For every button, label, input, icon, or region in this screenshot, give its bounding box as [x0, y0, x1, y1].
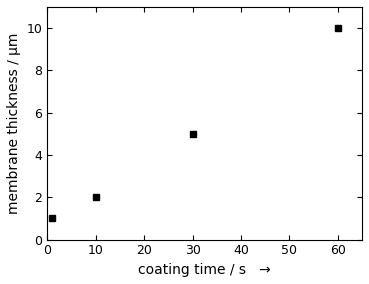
Y-axis label: membrane thickness / μm: membrane thickness / μm — [7, 33, 21, 214]
X-axis label: coating time / s   →: coating time / s → — [138, 263, 271, 277]
